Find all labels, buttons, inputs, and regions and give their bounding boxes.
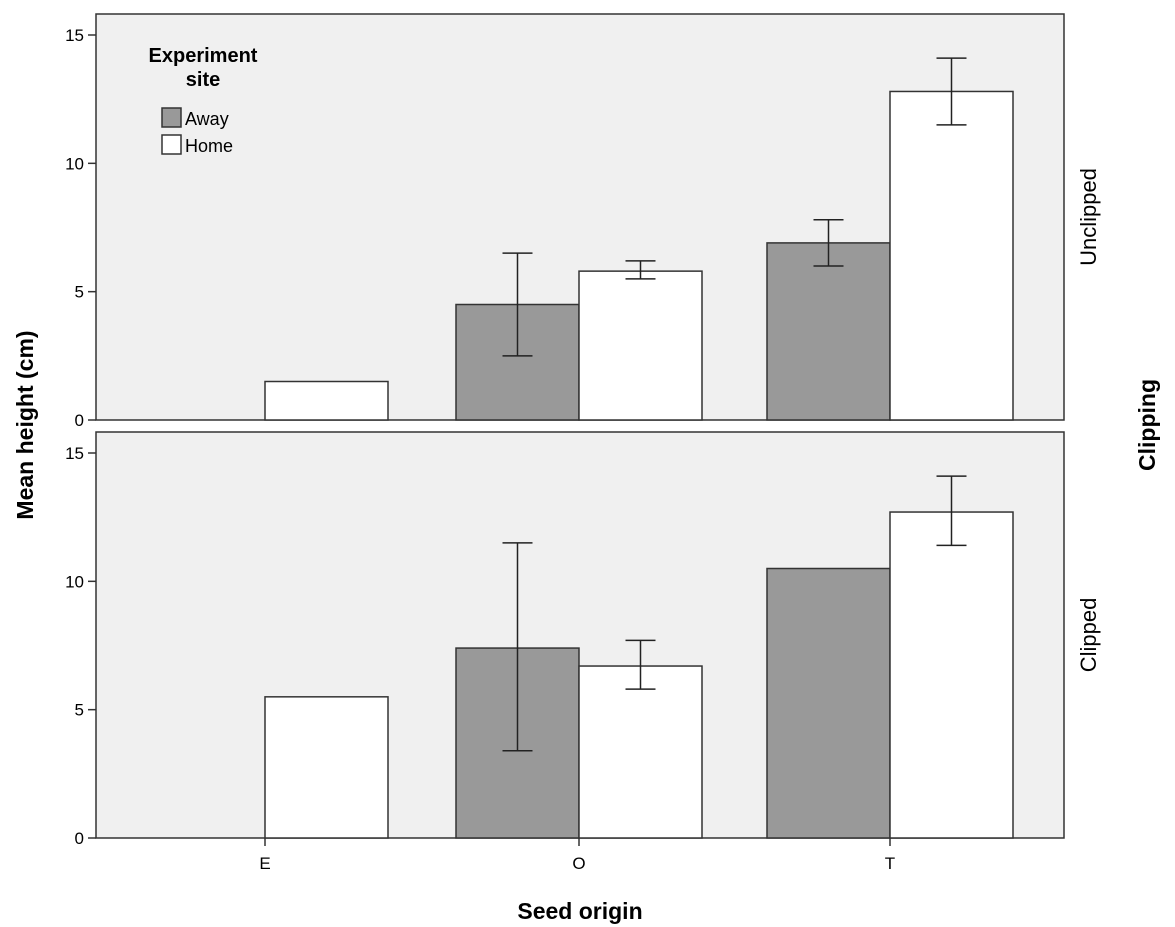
bar-home-e	[264, 696, 389, 839]
legend-title-line2: site	[186, 69, 220, 91]
x-tick-label-t: T	[885, 854, 895, 873]
bar-home-t	[889, 90, 1014, 421]
y-tick-label: 10	[65, 154, 84, 173]
y-tick-label: 15	[65, 26, 84, 45]
y-tick-label: 10	[65, 572, 84, 591]
legend-swatch-home	[161, 134, 182, 155]
bar-home-o	[578, 665, 703, 839]
legend-label-home: Home	[185, 136, 233, 156]
bar-away-t	[766, 567, 891, 839]
y-tick-label: 15	[65, 444, 84, 463]
error-bar-home-o	[625, 639, 656, 690]
legend: Experiment site Away Home	[149, 45, 258, 156]
y-tick-label: 5	[75, 701, 84, 720]
y-tick-label: 5	[75, 283, 84, 302]
legend-title-line1: Experiment	[149, 45, 258, 67]
panel-label-unclipped: Unclipped	[1076, 168, 1101, 266]
panels: 0 5 10 15 Unclipped 0 5 10 15 Clipped	[65, 13, 1101, 848]
x-tick-label-e: E	[259, 854, 270, 873]
y-tick-label: 0	[75, 829, 84, 848]
error-bar-away-o	[502, 252, 533, 357]
panel-unclipped: 0 5 10 15 Unclipped	[65, 13, 1101, 430]
bar-home-o	[578, 270, 703, 421]
error-bar-home-o	[625, 260, 656, 280]
bar-away-t	[766, 242, 891, 421]
panel-clipped: 0 5 10 15 Clipped	[65, 431, 1101, 848]
error-bar-away-t	[813, 219, 844, 267]
panel-label-clipped: Clipped	[1076, 598, 1101, 673]
bar-home-e	[264, 380, 389, 421]
error-bar-home-t	[936, 57, 967, 126]
error-bar-home-t	[936, 475, 967, 547]
x-axis-title: Seed origin	[517, 898, 642, 924]
y-axis-title: Mean height (cm)	[12, 330, 38, 519]
x-tick-label-o: O	[572, 854, 585, 873]
error-bar-away-o	[502, 542, 533, 752]
y-tick-label: 0	[75, 411, 84, 430]
facet-title: Clipping	[1134, 379, 1160, 471]
legend-label-away: Away	[185, 109, 229, 129]
bar-home-t	[889, 511, 1014, 839]
legend-swatch-away	[161, 107, 182, 128]
